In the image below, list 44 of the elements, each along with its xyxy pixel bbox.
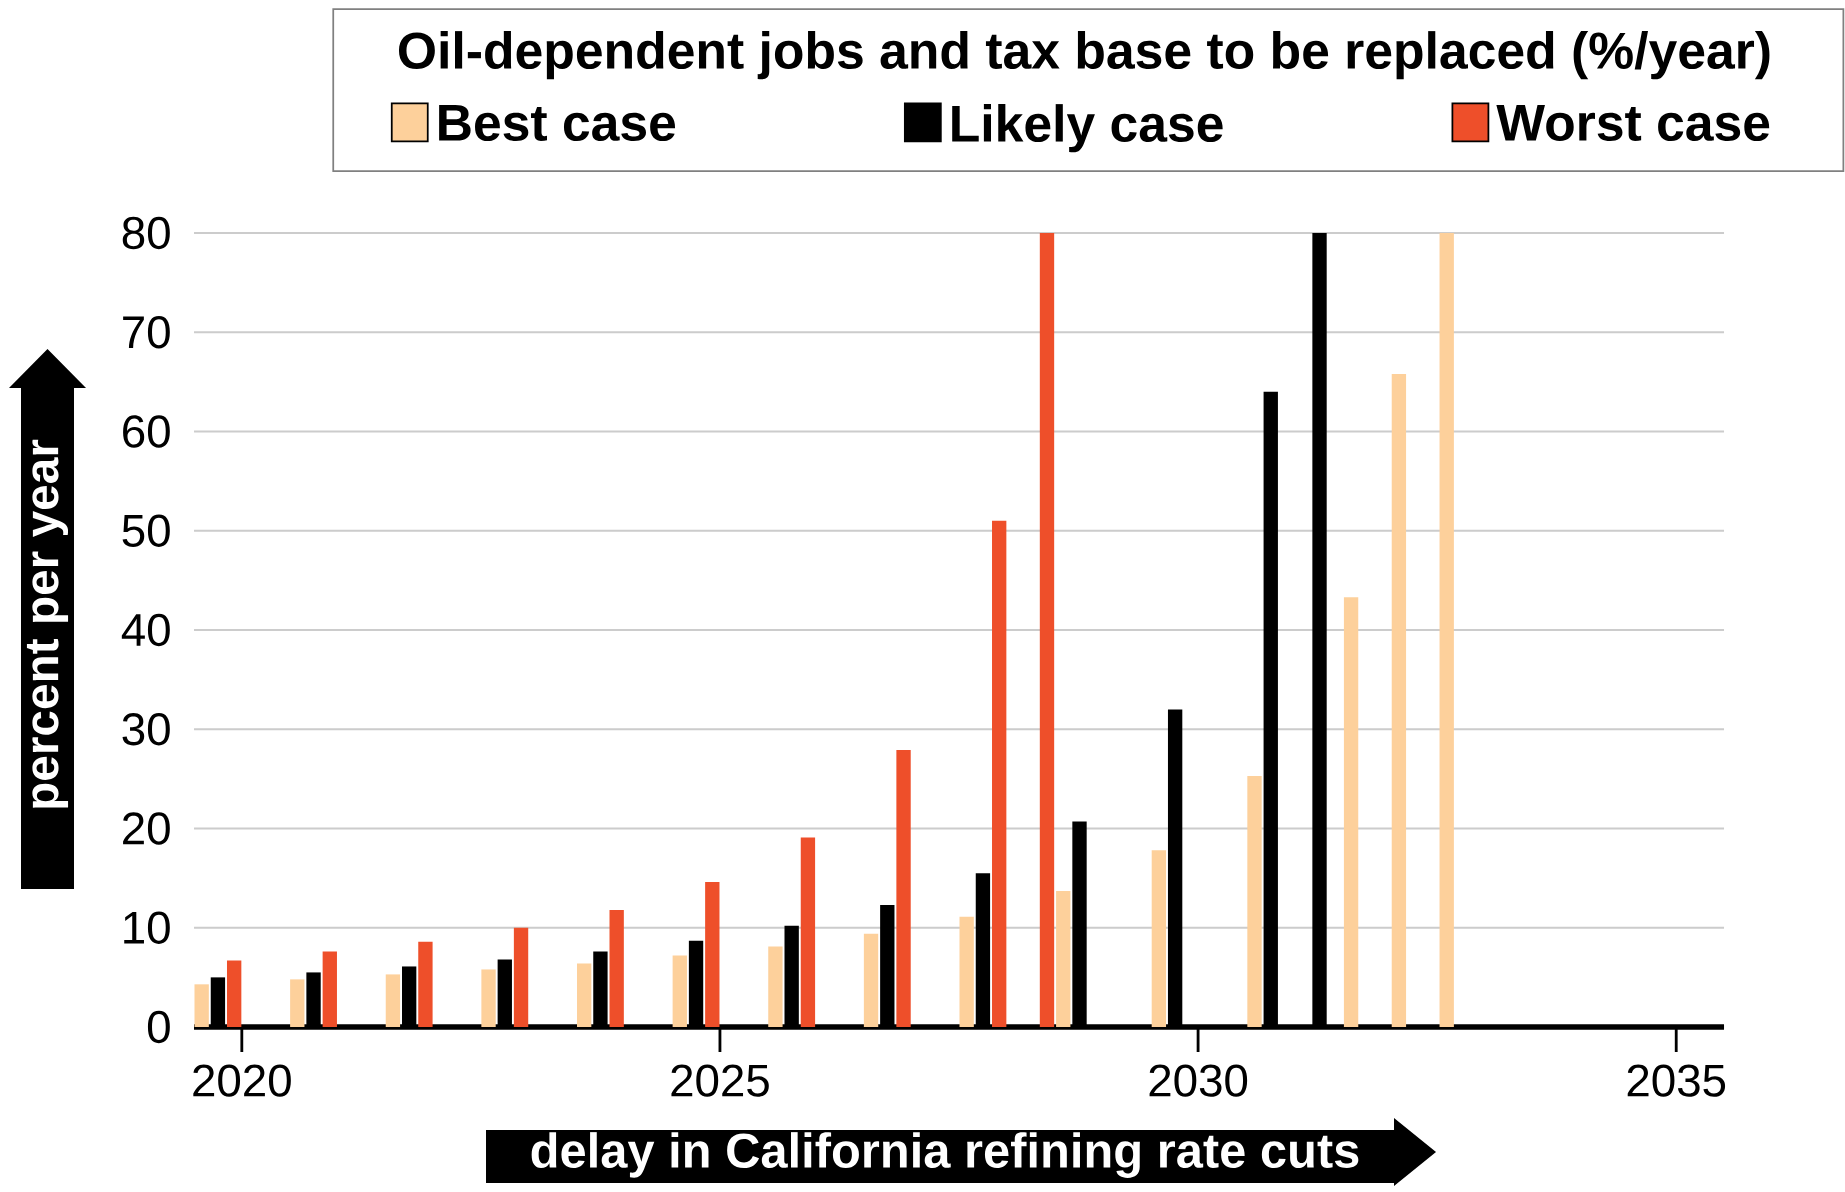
y-tick-label: 30 bbox=[122, 713, 170, 746]
legend-title: Oil-dependent jobs and tax base to be replaced (%/year) bbox=[398, 31, 1770, 80]
bar bbox=[992, 520, 1007, 1027]
bar bbox=[322, 951, 337, 1027]
bar bbox=[1039, 233, 1055, 1027]
bar bbox=[609, 909, 624, 1027]
bar bbox=[385, 974, 401, 1027]
legend-label: Likely case bbox=[952, 104, 1223, 153]
y-tick-label: 20 bbox=[123, 812, 170, 845]
bar bbox=[672, 955, 687, 1027]
x-tick-label: 2020 bbox=[193, 1064, 291, 1097]
bar bbox=[1439, 233, 1454, 1027]
bar bbox=[1343, 597, 1359, 1027]
bar bbox=[481, 969, 496, 1027]
bar bbox=[576, 963, 592, 1027]
y-tick-label: 70 bbox=[123, 316, 170, 349]
y-tick-label: 50 bbox=[122, 514, 170, 547]
y-axis-title: percent per year bbox=[26, 439, 69, 808]
y-tick-label: 80 bbox=[122, 216, 170, 250]
bar bbox=[226, 960, 242, 1027]
bar bbox=[705, 882, 720, 1027]
y-tick-label: 60 bbox=[123, 415, 170, 448]
x-tick-label: 2035 bbox=[1627, 1064, 1726, 1097]
legend-label: Worst case bbox=[1496, 105, 1770, 142]
bar bbox=[1247, 775, 1262, 1027]
bar bbox=[1151, 850, 1167, 1027]
y-tick-label: 40 bbox=[121, 613, 170, 647]
y-tick-label: 10 bbox=[124, 911, 170, 944]
x-tick-label: 2025 bbox=[671, 1064, 769, 1097]
bar bbox=[768, 946, 783, 1027]
bar bbox=[290, 979, 305, 1027]
x-tick-label: 2030 bbox=[1149, 1064, 1248, 1097]
bar bbox=[1391, 373, 1407, 1027]
bar bbox=[513, 927, 529, 1027]
bar bbox=[896, 750, 911, 1027]
bar bbox=[800, 837, 816, 1027]
bar bbox=[1056, 891, 1071, 1027]
y-tick-label: 0 bbox=[147, 1010, 170, 1044]
bar bbox=[418, 941, 433, 1027]
bar bbox=[194, 984, 209, 1027]
legend-label: Best case bbox=[439, 105, 676, 142]
x-axis-title: delay in California refining rate cuts bbox=[531, 1132, 1359, 1178]
bar bbox=[863, 933, 879, 1027]
bar bbox=[959, 916, 974, 1027]
